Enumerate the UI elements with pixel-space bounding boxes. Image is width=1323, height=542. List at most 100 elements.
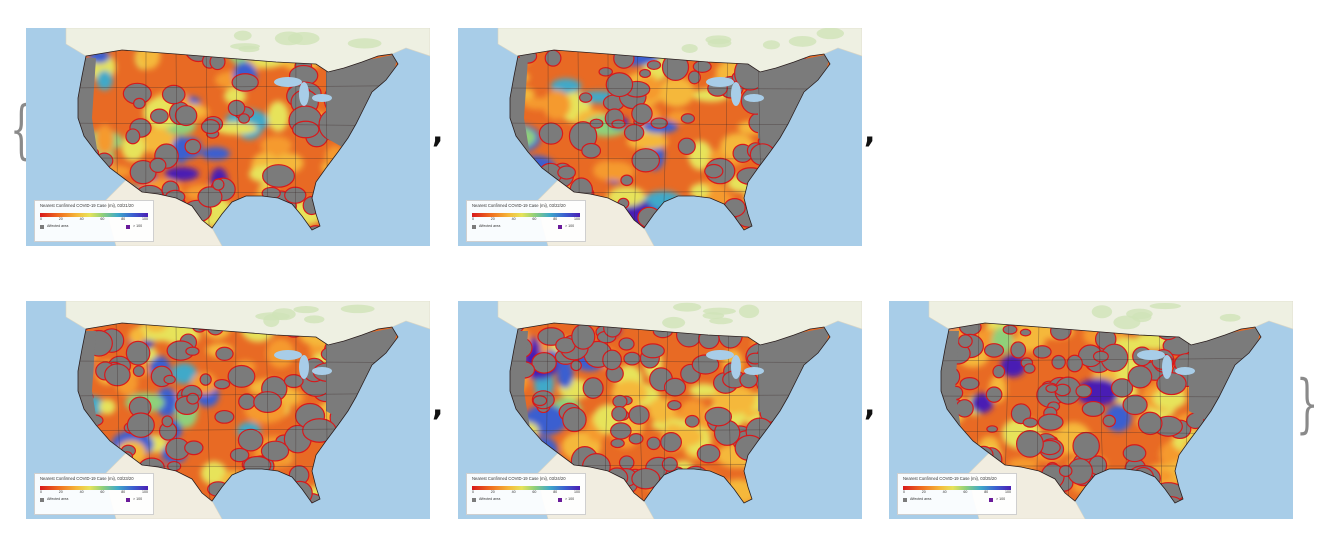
map-panel: Nearest Confirmed COVID-19 Case (mi), 03… <box>458 28 862 246</box>
lake <box>312 94 332 102</box>
affected-area <box>338 476 358 492</box>
affected-area <box>1092 350 1109 363</box>
affected-area <box>227 364 256 388</box>
affected-area <box>758 327 830 421</box>
affected-area <box>1122 444 1147 463</box>
legend-tick: 40 <box>511 489 516 494</box>
affected-area <box>763 179 796 208</box>
lake <box>312 367 332 375</box>
map-legend: Nearest Confirmed COVID-19 Case (mi), 03… <box>897 473 1017 515</box>
affected-area <box>562 406 587 433</box>
affected-area <box>631 148 661 173</box>
map-legend: Nearest Confirmed COVID-19 Case (mi), 03… <box>466 473 586 515</box>
legend-tick: 20 <box>58 216 63 221</box>
affected-area <box>510 178 514 189</box>
affected-area <box>1072 431 1100 461</box>
forest-patch <box>702 307 736 315</box>
forest-patch <box>1132 311 1152 323</box>
state-border <box>510 87 830 90</box>
affected-area <box>1015 429 1044 458</box>
affected-label: Affected area <box>479 496 501 501</box>
affected-area <box>705 491 727 503</box>
affected-area <box>598 67 613 77</box>
affected-area <box>335 192 359 218</box>
affected-area <box>1189 494 1219 503</box>
forest-patch <box>705 35 732 45</box>
legend-color-bar <box>472 485 580 490</box>
affected-area <box>799 209 830 230</box>
affected-area <box>262 164 296 188</box>
affected-area <box>610 438 625 449</box>
affected-area <box>650 117 668 129</box>
state-border <box>510 394 830 397</box>
affected-label: Affected area <box>47 223 69 228</box>
affected-area <box>95 152 114 169</box>
affected-area <box>207 481 230 497</box>
affected-area <box>782 166 802 181</box>
affected-area <box>800 452 827 475</box>
affected-swatch <box>903 497 907 502</box>
lake <box>1137 350 1165 360</box>
affected-area <box>570 359 582 372</box>
heat-patch <box>201 147 230 161</box>
affected-area <box>213 220 232 230</box>
lake <box>731 355 741 379</box>
affected-area <box>312 462 335 483</box>
affected-area <box>1223 446 1255 479</box>
affected-area <box>302 196 321 216</box>
heat-patch <box>214 121 258 135</box>
legend-tick: 60 <box>100 216 105 221</box>
legend-color-bar <box>903 485 1011 490</box>
heat-patch <box>87 168 112 182</box>
heat-patch <box>658 77 695 107</box>
affected-area <box>660 432 683 453</box>
affected-area <box>571 323 596 350</box>
affected-area <box>640 343 665 359</box>
affected-area <box>133 97 146 110</box>
affected-area <box>753 209 782 230</box>
affected-area <box>490 404 506 421</box>
over-label: > 100 <box>565 496 575 501</box>
affected-area <box>329 185 358 213</box>
affected-area <box>336 447 370 475</box>
affected-area <box>747 187 773 206</box>
separator-comma: , <box>432 388 444 423</box>
forest-patch <box>788 36 817 47</box>
affected-area <box>184 138 202 155</box>
affected-area <box>1102 414 1116 428</box>
legend-ticks: 0 20 40 60 80 100 <box>40 489 148 495</box>
affected-area <box>620 174 634 187</box>
affected-area <box>78 427 88 442</box>
heat-patch <box>137 50 161 70</box>
forest-patch <box>293 305 319 314</box>
heat-patch <box>542 90 571 120</box>
forest-patch <box>672 302 702 312</box>
affected-area <box>646 60 662 71</box>
affected-area <box>335 187 368 220</box>
legend-color-bar <box>40 485 148 490</box>
forest-patch <box>233 30 252 41</box>
legend-tick: 60 <box>532 216 537 221</box>
us-covid-map <box>65 28 430 246</box>
legend-tick: 20 <box>58 489 63 494</box>
state-border <box>633 50 639 230</box>
affected-label: Affected area <box>910 496 932 501</box>
affected-area <box>752 206 786 230</box>
legend-tick: 40 <box>511 216 516 221</box>
affected-area <box>161 84 186 105</box>
affected-area <box>186 392 200 405</box>
forest-patch <box>762 40 780 50</box>
affected-area <box>581 142 602 159</box>
affected-area <box>346 169 372 196</box>
heat-patch <box>671 477 707 503</box>
legend-tick: 100 <box>141 216 148 221</box>
map-panel: Nearest Confirmed COVID-19 Case (mi), 03… <box>458 301 862 519</box>
legend-title: Nearest Confirmed COVID-19 Case (mi), 03… <box>903 476 997 481</box>
heat-patch <box>689 383 718 398</box>
affected-area <box>326 54 398 148</box>
affected-area <box>957 334 973 349</box>
affected-area <box>802 422 828 440</box>
forest-patch <box>816 28 845 40</box>
legend-tick: 0 <box>472 216 474 221</box>
forest-patch <box>1149 302 1182 310</box>
